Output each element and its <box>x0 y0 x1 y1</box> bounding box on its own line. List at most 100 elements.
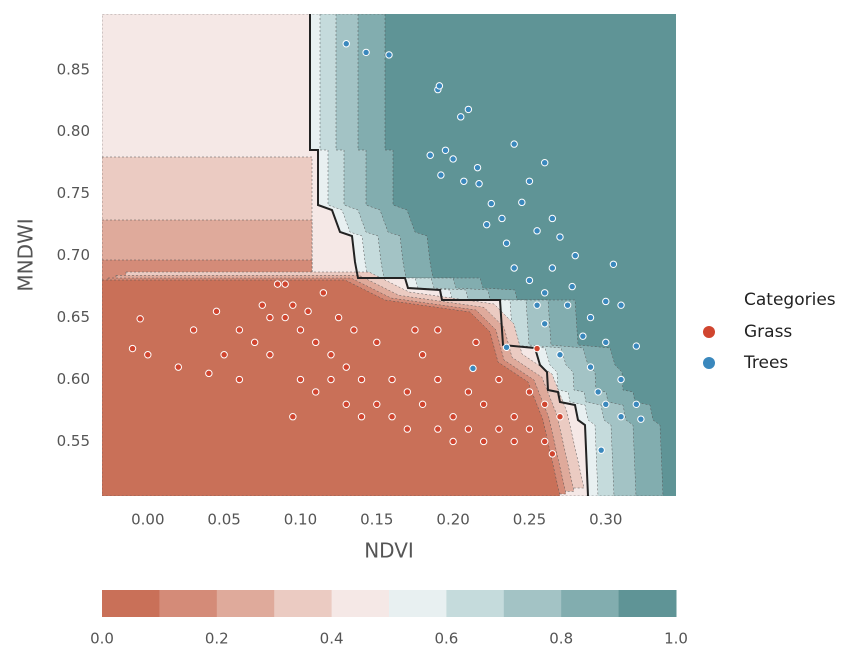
point <box>602 400 610 409</box>
x-axis-label: NDVI <box>364 539 414 563</box>
decision-regions <box>102 14 676 496</box>
point <box>327 375 335 384</box>
x-tick-label: 0.15 <box>360 511 393 529</box>
point <box>469 364 477 373</box>
point <box>457 113 465 121</box>
legend-marker <box>703 326 715 338</box>
region <box>102 279 561 496</box>
point <box>266 351 274 359</box>
point <box>525 177 534 185</box>
point <box>342 40 350 48</box>
point <box>475 180 483 188</box>
colorbar-tick-label: 0.2 <box>205 630 229 648</box>
point <box>487 199 495 208</box>
point <box>342 400 350 409</box>
point <box>571 251 579 260</box>
point <box>548 264 557 272</box>
legend-label: Grass <box>744 322 792 342</box>
point <box>586 363 595 371</box>
point <box>385 51 393 59</box>
x-tick-label: 0.00 <box>131 511 164 529</box>
point <box>312 338 320 347</box>
decision-boundary <box>309 14 589 496</box>
point <box>373 338 381 347</box>
x-tick-label: 0.10 <box>284 511 317 529</box>
x-tick-label: 0.25 <box>513 511 546 529</box>
point <box>296 375 305 384</box>
point <box>426 151 434 159</box>
colorbar-segment <box>331 590 390 617</box>
point <box>586 313 595 322</box>
point <box>312 388 320 396</box>
point <box>235 326 244 334</box>
y-tick-label: 0.55 <box>57 432 90 450</box>
point <box>479 437 488 446</box>
point <box>136 315 144 323</box>
point <box>418 351 427 359</box>
point <box>434 375 442 384</box>
colorbar-tick-label: 0.6 <box>434 630 458 648</box>
colorbar-segment <box>446 590 505 617</box>
point <box>525 388 534 396</box>
point <box>235 375 244 384</box>
point <box>563 301 572 309</box>
points <box>128 40 645 458</box>
point <box>548 450 557 458</box>
point <box>350 326 358 334</box>
legend-label: Trees <box>743 353 788 373</box>
point <box>388 412 396 421</box>
point <box>568 282 576 291</box>
colorbar-segment <box>159 590 218 617</box>
x-tick-label: 0.05 <box>207 511 240 529</box>
colorbar-segment <box>389 590 447 617</box>
point <box>319 289 328 297</box>
point <box>220 351 228 359</box>
point <box>334 313 343 322</box>
point <box>510 140 518 148</box>
point <box>250 338 259 347</box>
colorbar-segment <box>561 590 620 617</box>
point <box>533 344 541 353</box>
point <box>637 415 645 423</box>
point <box>362 48 370 57</box>
colorbar-tick-label: 0.0 <box>90 630 114 648</box>
point <box>342 363 350 371</box>
point <box>437 171 445 179</box>
point <box>357 375 366 384</box>
point <box>449 155 457 163</box>
point <box>373 400 381 409</box>
point <box>449 412 457 421</box>
point <box>502 239 511 247</box>
colorbar-segment <box>274 590 333 617</box>
legend-title: Categories <box>744 290 836 310</box>
point <box>289 301 297 309</box>
point <box>602 297 610 306</box>
point <box>144 351 152 359</box>
colorbar-segment <box>102 590 160 617</box>
colorbar-tick-label: 1.0 <box>664 630 688 648</box>
y-tick-label: 0.70 <box>57 246 90 264</box>
point <box>510 412 518 421</box>
point <box>460 177 468 185</box>
point <box>533 227 541 235</box>
point <box>498 214 506 223</box>
point <box>281 313 289 322</box>
point <box>594 388 602 396</box>
point <box>597 446 605 454</box>
point <box>289 412 297 421</box>
point <box>579 332 587 340</box>
point <box>435 82 444 90</box>
point <box>510 264 518 272</box>
point <box>441 146 450 154</box>
point <box>418 400 427 409</box>
point <box>296 326 305 334</box>
point <box>541 158 549 167</box>
y-tick-label: 0.60 <box>57 370 90 388</box>
point <box>464 388 473 396</box>
point <box>472 338 480 347</box>
x-tick-label: 0.30 <box>589 511 622 529</box>
point <box>403 425 412 433</box>
point <box>556 351 564 359</box>
point <box>128 344 137 353</box>
